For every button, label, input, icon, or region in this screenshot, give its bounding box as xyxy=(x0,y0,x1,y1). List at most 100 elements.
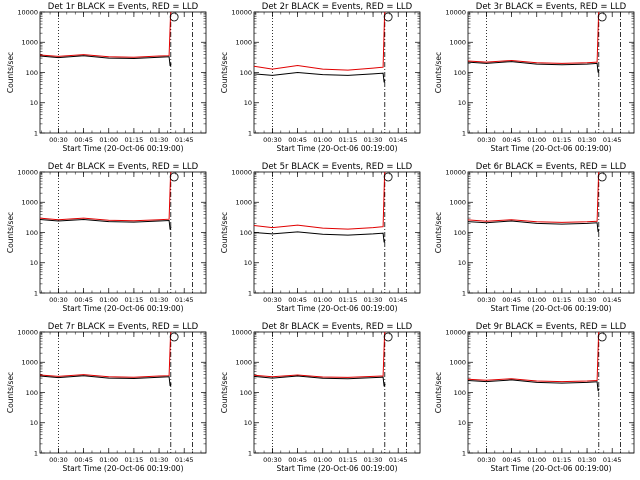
panel-det-7: Det 7r BLACK = Events, RED = LLD 1 10 100 10… xyxy=(6,322,207,473)
x-tick-label: 01:15 xyxy=(553,296,572,304)
x-tick-label: 01:30 xyxy=(364,136,383,144)
x-tick-label: 01:00 xyxy=(527,456,546,464)
plot-frame xyxy=(39,11,207,134)
y-tick-label: 1000 xyxy=(449,39,466,47)
y-tick-label: 100 xyxy=(454,69,466,77)
lld-series-line xyxy=(467,11,600,64)
y-tick-label: 10000 xyxy=(231,168,252,176)
x-axis-label: Start Time (20-Oct-06 00:19:00) xyxy=(276,304,397,313)
events-series-line xyxy=(253,71,386,83)
peak-circle-marker xyxy=(383,12,393,22)
lld-series-line xyxy=(467,171,600,223)
y-tick-label: 1 xyxy=(248,289,252,297)
y-tick-label: 10000 xyxy=(445,8,466,16)
y-tick-label: 1000 xyxy=(235,39,252,47)
x-tick-label: 01:30 xyxy=(364,456,383,464)
peak-circle-marker xyxy=(383,172,393,182)
x-tick-label: 00:30 xyxy=(263,136,282,144)
y-tick-label: 1000 xyxy=(449,359,466,367)
x-tick-label: 00:45 xyxy=(74,136,93,144)
y-tick-label: 1000 xyxy=(235,199,252,207)
y-tick-label: 100 xyxy=(240,389,252,397)
x-tick-label: 01:00 xyxy=(313,296,332,304)
panel-det-8: Det 8r BLACK = Events, RED = LLD 1 10 100 10… xyxy=(220,322,421,473)
panel-det-9: Det 9r BLACK = Events, RED = LLD 1 10 100 10… xyxy=(434,322,635,473)
y-tick-label: 100 xyxy=(454,389,466,397)
panel-title: Det 5r BLACK = Events, RED = LLD xyxy=(262,162,413,172)
plot-frame xyxy=(253,331,421,454)
peak-circle-marker xyxy=(169,12,179,22)
x-tick-label: 00:45 xyxy=(502,296,521,304)
x-tick-label: 01:00 xyxy=(527,136,546,144)
x-tick-label: 01:00 xyxy=(99,296,118,304)
y-tick-label: 1000 xyxy=(21,199,38,207)
y-tick-label: 10000 xyxy=(17,168,38,176)
y-tick-label: 10 xyxy=(30,259,38,267)
y-axis-label: Counts/sec xyxy=(220,212,229,253)
plot-frame xyxy=(39,331,207,454)
x-tick-label: 01:00 xyxy=(99,456,118,464)
x-tick-label: 00:30 xyxy=(49,456,68,464)
events-series-line xyxy=(467,61,600,73)
y-tick-label: 100 xyxy=(26,389,38,397)
y-tick-label: 1 xyxy=(462,449,466,457)
y-axis-label: Counts/sec xyxy=(220,372,229,413)
peak-circle-marker xyxy=(383,332,393,342)
y-tick-label: 1000 xyxy=(449,199,466,207)
x-tick-label: 00:30 xyxy=(263,456,282,464)
panel-det-1: Det 1r BLACK = Events, RED = LLD 1 10 100 10… xyxy=(6,2,207,153)
y-tick-label: 100 xyxy=(240,229,252,237)
plot-frame xyxy=(39,171,207,294)
y-tick-label: 1 xyxy=(34,289,38,297)
y-tick-label: 1 xyxy=(248,449,252,457)
y-tick-label: 10 xyxy=(30,99,38,107)
peak-circle-marker xyxy=(169,172,179,182)
y-tick-label: 1000 xyxy=(21,39,38,47)
panel-det-6: Det 6r BLACK = Events, RED = LLD 1 10 100 10… xyxy=(434,162,635,313)
y-tick-label: 10 xyxy=(30,419,38,427)
x-tick-label: 01:15 xyxy=(125,456,144,464)
x-axis-label: Start Time (20-Oct-06 00:19:00) xyxy=(490,464,611,473)
x-tick-label: 01:30 xyxy=(150,296,169,304)
plot-frame xyxy=(467,171,635,294)
x-tick-label: 00:30 xyxy=(477,296,496,304)
panel-title: Det 4r BLACK = Events, RED = LLD xyxy=(48,162,199,172)
x-tick-label: 00:45 xyxy=(288,296,307,304)
lld-series-line xyxy=(253,331,386,378)
x-tick-label: 00:30 xyxy=(477,456,496,464)
peak-circle-marker xyxy=(597,172,607,182)
x-tick-label: 00:45 xyxy=(74,456,93,464)
x-tick-label: 00:30 xyxy=(49,296,68,304)
y-tick-label: 10 xyxy=(244,99,252,107)
x-tick-label: 01:45 xyxy=(389,456,408,464)
y-tick-label: 10000 xyxy=(17,328,38,336)
x-tick-label: 00:45 xyxy=(502,136,521,144)
panel-title: Det 3r BLACK = Events, RED = LLD xyxy=(476,2,627,12)
x-axis-label: Start Time (20-Oct-06 00:19:00) xyxy=(62,144,183,153)
x-tick-label: 01:30 xyxy=(150,136,169,144)
events-series-line xyxy=(39,218,172,230)
y-tick-label: 10000 xyxy=(231,328,252,336)
x-tick-label: 01:15 xyxy=(553,456,572,464)
x-axis-label: Start Time (20-Oct-06 00:19:00) xyxy=(276,464,397,473)
events-series-line xyxy=(253,231,386,243)
x-tick-label: 01:45 xyxy=(603,296,622,304)
x-tick-label: 00:30 xyxy=(477,136,496,144)
y-axis-label: Counts/sec xyxy=(220,52,229,93)
x-tick-label: 01:00 xyxy=(313,456,332,464)
x-tick-label: 00:45 xyxy=(502,456,521,464)
y-axis-label: Counts/sec xyxy=(6,52,15,93)
lld-series-line xyxy=(39,11,172,58)
y-tick-label: 1000 xyxy=(21,359,38,367)
y-tick-label: 10 xyxy=(458,419,466,427)
x-tick-label: 00:30 xyxy=(49,136,68,144)
lld-series-line xyxy=(467,331,600,383)
x-axis-label: Start Time (20-Oct-06 00:19:00) xyxy=(490,304,611,313)
x-tick-label: 01:45 xyxy=(603,456,622,464)
x-tick-label: 01:30 xyxy=(150,456,169,464)
y-axis-label: Counts/sec xyxy=(6,372,15,413)
y-axis-label: Counts/sec xyxy=(434,372,443,413)
panel-title: Det 1r BLACK = Events, RED = LLD xyxy=(48,2,199,12)
plot-frame xyxy=(467,11,635,134)
